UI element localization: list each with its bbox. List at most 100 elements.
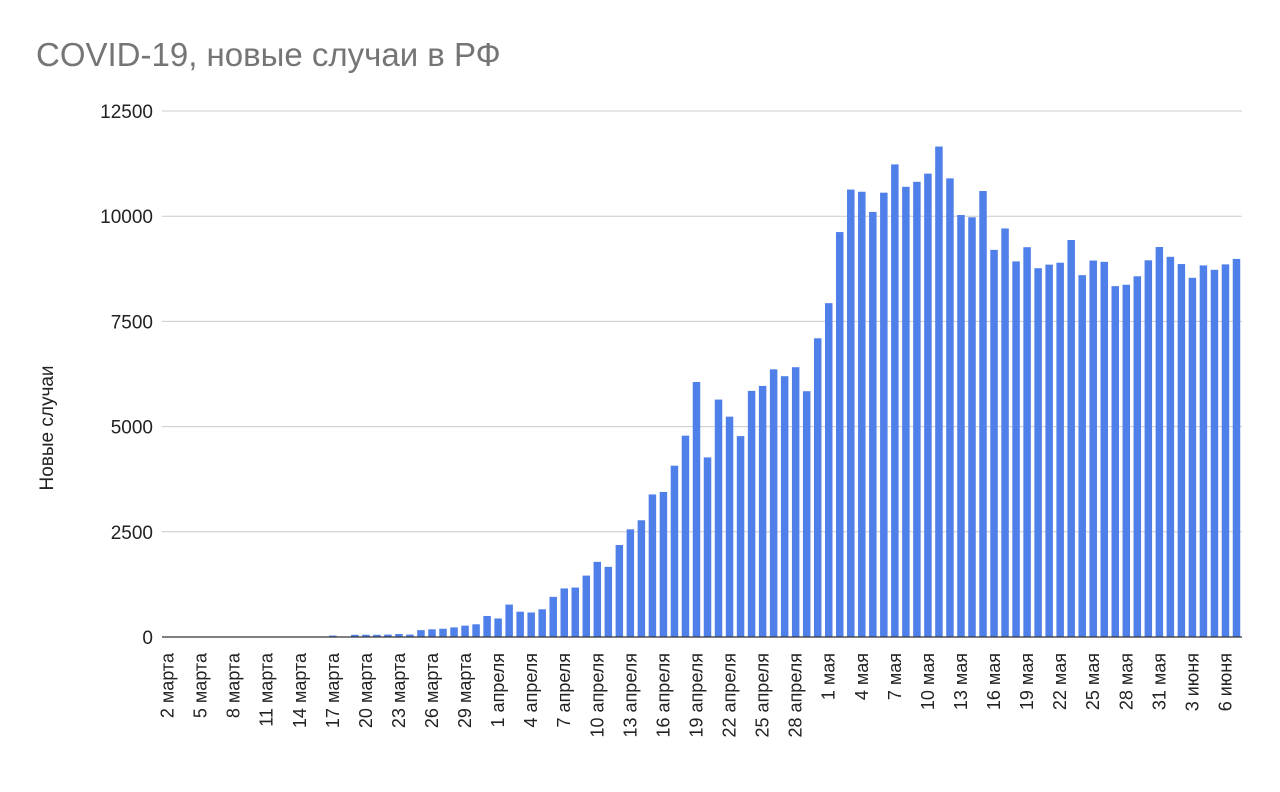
- bar: [1145, 260, 1152, 637]
- bar: [847, 190, 854, 637]
- bar: [561, 588, 568, 637]
- chart-title: COVID-19, новые случаи в РФ: [36, 36, 501, 73]
- bar: [1023, 247, 1030, 637]
- y-axis-label: Новые случаи: [37, 365, 58, 490]
- bar: [990, 250, 997, 637]
- x-tick-label: 4 апреля: [521, 653, 541, 727]
- bar: [968, 217, 975, 637]
- bar: [924, 174, 931, 637]
- bar: [781, 376, 788, 637]
- x-tick-label: 13 мая: [951, 653, 971, 710]
- bar: [1222, 264, 1229, 637]
- y-tick-label: 5000: [111, 418, 153, 439]
- bar: [1189, 278, 1196, 637]
- bar: [682, 436, 689, 637]
- bar: [527, 613, 534, 637]
- x-tick-label: 7 мая: [885, 653, 905, 700]
- x-tick-label: 29 марта: [455, 652, 475, 728]
- bar: [1089, 261, 1096, 637]
- bar: [1134, 276, 1141, 637]
- bar: [1078, 275, 1085, 637]
- y-tick-label: 12500: [100, 102, 153, 123]
- x-tick-label: 17 марта: [323, 652, 343, 728]
- bar: [1101, 262, 1108, 637]
- bar: [1001, 228, 1008, 637]
- bar: [792, 367, 799, 637]
- bar: [858, 192, 865, 637]
- bar: [1067, 240, 1074, 637]
- bar: [439, 629, 446, 637]
- y-tick-label: 10000: [100, 207, 153, 228]
- x-tick-label: 22 мая: [1050, 653, 1070, 710]
- bar: [572, 588, 579, 637]
- bar: [979, 191, 986, 637]
- x-tick-label: 28 мая: [1116, 653, 1136, 710]
- x-tick-label: 1 мая: [819, 653, 839, 700]
- x-tick-label: 7 апреля: [554, 653, 574, 727]
- bar: [814, 338, 821, 637]
- bar: [671, 466, 678, 637]
- bar: [1167, 257, 1174, 637]
- x-tick-label: 23 марта: [389, 652, 409, 728]
- x-tick-label: 26 марта: [422, 652, 442, 728]
- bar: [1233, 259, 1240, 637]
- x-tick-label: 4 мая: [852, 653, 872, 700]
- bar: [913, 182, 920, 637]
- x-tick-label: 20 марта: [356, 652, 376, 728]
- bar: [450, 627, 457, 637]
- bar: [649, 494, 656, 637]
- x-tick-label: 31 мая: [1149, 653, 1169, 710]
- bar: [1178, 264, 1185, 637]
- bar: [627, 529, 634, 637]
- bar: [516, 612, 523, 637]
- x-tick-label: 6 июня: [1215, 653, 1235, 711]
- x-tick-label: 10 апреля: [587, 653, 607, 737]
- x-tick-label: 19 мая: [1017, 653, 1037, 710]
- bar: [693, 382, 700, 637]
- bar: [869, 212, 876, 637]
- y-tick-label: 2500: [111, 523, 153, 544]
- x-tick-label: 10 мая: [918, 653, 938, 710]
- bar: [583, 576, 590, 637]
- bar: [715, 400, 722, 637]
- bar: [1123, 285, 1130, 637]
- bar: [946, 178, 953, 637]
- bar: [1045, 265, 1052, 637]
- x-tick-label: 1 апреля: [488, 653, 508, 727]
- x-tick-label: 11 марта: [257, 652, 277, 727]
- bar: [1034, 268, 1041, 637]
- x-tick-label: 16 мая: [984, 653, 1004, 710]
- bar: [748, 391, 755, 637]
- x-tick-label: 28 апреля: [786, 653, 806, 737]
- x-tick-label: 25 мая: [1083, 653, 1103, 710]
- bar: [1156, 247, 1163, 637]
- y-tick-label: 7500: [111, 312, 153, 333]
- bar: [472, 624, 479, 637]
- x-tick-label: 22 апреля: [720, 653, 740, 737]
- bar: [880, 193, 887, 637]
- bar: [726, 417, 733, 637]
- bar: [957, 215, 964, 637]
- x-tick-label: 13 апреля: [620, 653, 640, 737]
- bar: [417, 630, 424, 637]
- bar: [538, 609, 545, 637]
- bar: [759, 386, 766, 637]
- bars: [164, 147, 1240, 637]
- bar: [803, 391, 810, 637]
- x-tick-label: 19 апреля: [686, 653, 706, 737]
- bar: [836, 232, 843, 637]
- x-tick-label: 2 марта: [158, 652, 178, 718]
- bar: [1112, 286, 1119, 637]
- bar: [891, 164, 898, 637]
- bar: [638, 520, 645, 637]
- bar: [704, 457, 711, 637]
- bar: [428, 629, 435, 637]
- x-tick-label: 5 марта: [191, 652, 211, 718]
- bar: [594, 562, 601, 637]
- bar: [1056, 263, 1063, 637]
- x-tick-label: 3 июня: [1182, 653, 1202, 711]
- bar: [935, 147, 942, 637]
